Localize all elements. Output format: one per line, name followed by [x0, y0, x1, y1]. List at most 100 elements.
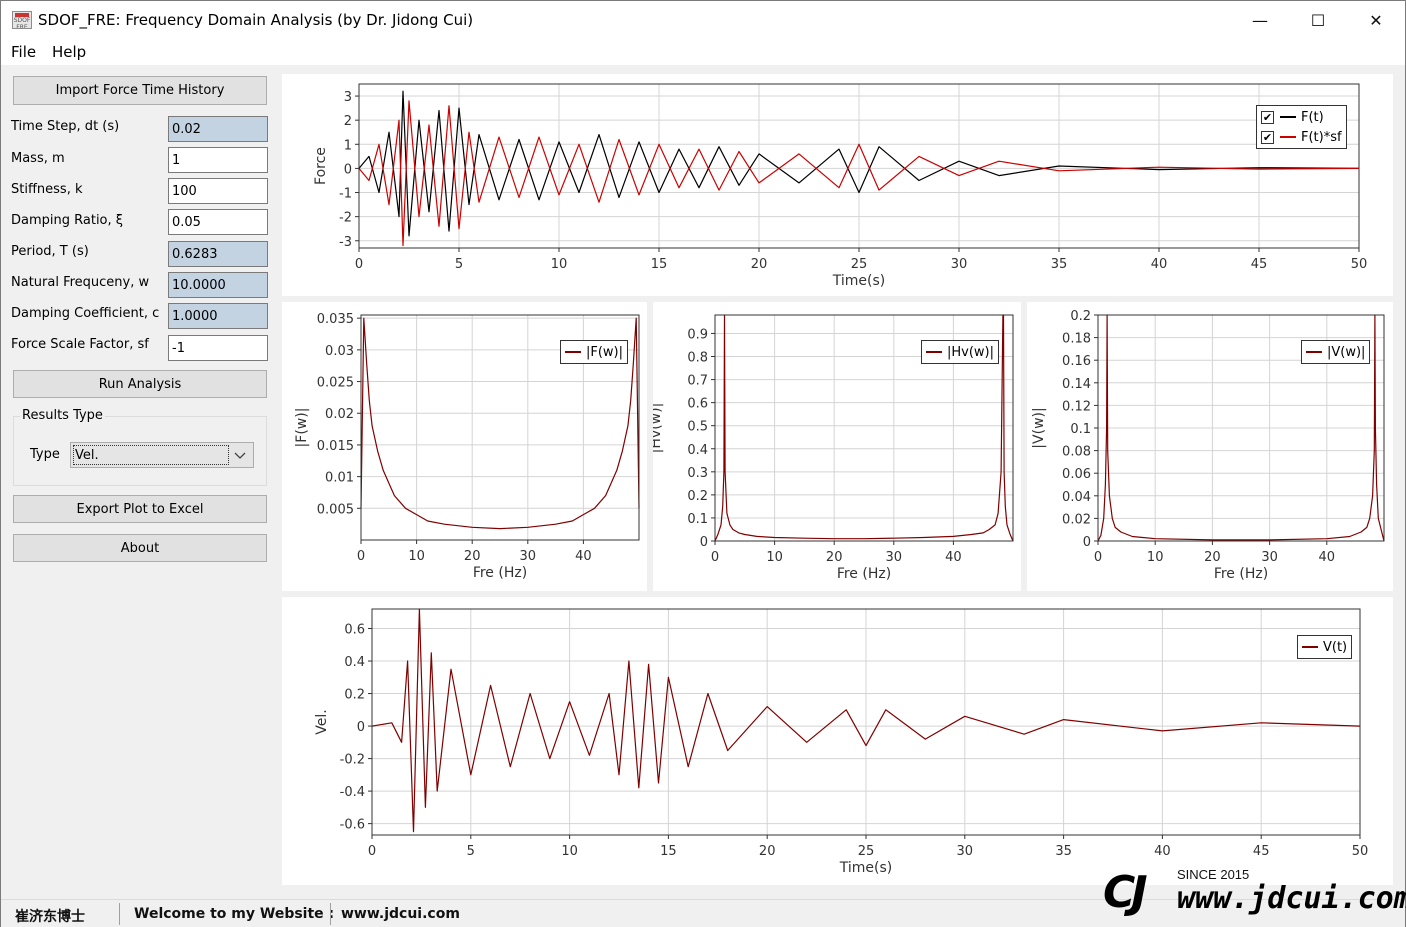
x-axis-title: Fre (Hz) [473, 565, 527, 581]
close-button[interactable]: ✕ [1369, 10, 1383, 30]
y-tick-label: 2 [344, 114, 352, 129]
import-force-button[interactable]: Import Force Time History [13, 76, 267, 105]
x-tick-label: 15 [660, 844, 677, 859]
y-tick-label: 0.4 [687, 443, 708, 458]
checkbox-icon[interactable]: ✔ [1261, 110, 1274, 124]
window-title: SDOF_FRE: Frequency Domain Analysis (by … [38, 11, 474, 29]
legend-swatch [1280, 116, 1296, 118]
mass-input[interactable] [168, 147, 268, 173]
checkbox-icon[interactable]: ✔ [1261, 130, 1274, 144]
vw-chart: 0 10 20 30 40 0 0.02 0.04 0.06 0.08 0.1 0.12 0.14 0.1… [1031, 309, 1385, 582]
legend-swatch [1280, 136, 1296, 138]
type-select[interactable]: Vel. [70, 442, 254, 468]
legend-item-ft[interactable]: ✔ F(t) [1261, 107, 1342, 127]
x-tick-label: 10 [766, 550, 783, 565]
x-axis-title: Time(s) [832, 273, 885, 289]
x-tick-label: 35 [1055, 844, 1072, 859]
damping-coefficient-input[interactable] [168, 303, 268, 329]
legend-swatch [926, 351, 942, 353]
plot-frame [714, 314, 1014, 542]
x-tick-label: 0 [711, 550, 719, 565]
x-tick-label: 40 [945, 550, 962, 565]
natural-frequency-label: Natural Frequceny, w [11, 275, 150, 290]
y-tick-label: 0.005 [317, 502, 354, 517]
x-tick-label: 40 [1154, 844, 1171, 859]
force-chart-panel: 0 5 10 15 20 25 30 35 40 45 50 -3 -2 -1 0 1 2 3 Time(s) For… [282, 74, 1393, 296]
legend-label-hvw: |Hv(w)| [947, 344, 995, 360]
y-tick-label: 0.12 [1062, 399, 1091, 414]
vel-chart-panel: 0 5 10 15 20 25 30 35 40 45 50 -0.6 -0.4 -0.2 0 0.2 0.4 0… [282, 597, 1393, 885]
minimize-button[interactable]: — [1252, 10, 1268, 30]
status-url[interactable]: www.jdcui.com [341, 906, 460, 922]
y-tick-label: 0.9 [687, 327, 708, 342]
series-line-vw-0 [1097, 314, 1385, 542]
title-bar: SDOF FRE SDOF_FRE: Frequency Domain Anal… [1, 1, 1405, 39]
legend-label-ft: F(t) [1301, 109, 1324, 125]
y-tick-label: 0 [700, 535, 708, 550]
export-excel-button[interactable]: Export Plot to Excel [13, 495, 267, 523]
stiffness-label: Stiffness, k [11, 182, 83, 197]
y-tick-label: 0.015 [317, 439, 354, 454]
x-tick-label: 0 [357, 549, 365, 564]
x-axis-title: Fre (Hz) [837, 566, 891, 582]
legend-swatch [565, 351, 581, 353]
y-tick-label: 1 [344, 138, 352, 153]
status-author-name: 崔济东博士 [15, 909, 85, 925]
x-tick-label: 30 [951, 257, 968, 272]
y-tick-label: 0.18 [1062, 332, 1091, 347]
x-tick-label: 0 [368, 844, 376, 859]
damping-ratio-input[interactable] [168, 209, 268, 235]
status-separator [119, 903, 120, 925]
hvw-chart-panel: 0 10 20 30 40 0 0.1 0.2 0.3 0.4 0.5 0.6 0.7 0.8 0.9 Fre… [653, 302, 1021, 591]
menu-help[interactable]: Help [52, 43, 87, 61]
x-tick-label: 40 [1319, 550, 1336, 565]
jdcui-logo: CJ SINCE 2015 www.jdcui.com [1103, 863, 1406, 918]
menu-file[interactable]: File [11, 43, 37, 61]
y-tick-label: 0.025 [317, 376, 354, 391]
y-axis-title: |F(w)| [294, 408, 310, 448]
y-tick-label: 0.03 [325, 344, 354, 359]
y-tick-label: -0.2 [340, 753, 365, 768]
legend-item-ftsf[interactable]: ✔ F(t)*sf [1261, 127, 1342, 147]
x-tick-label: 30 [886, 550, 903, 565]
period-input[interactable] [168, 241, 268, 267]
y-tick-label: 0.2 [687, 489, 708, 504]
damping-coefficient-label: Damping Coefficient, c [11, 306, 160, 321]
x-tick-label: 0 [1094, 550, 1102, 565]
y-tick-label: 0.08 [1062, 445, 1091, 460]
force-scale-label: Force Scale Factor, sf [11, 337, 149, 352]
x-tick-label: 25 [851, 257, 868, 272]
status-bar: 崔济东博士 Welcome to my Website : www.jdcui.… [1, 899, 1405, 927]
type-select-value: Vel. [73, 445, 229, 465]
y-tick-label: -0.4 [340, 785, 365, 800]
x-axis-title: Fre (Hz) [1214, 566, 1268, 582]
y-tick-label: 0.5 [687, 420, 708, 435]
y-tick-label: 0.6 [344, 623, 365, 638]
maximize-button[interactable]: ☐ [1310, 10, 1326, 30]
x-axis-title: Time(s) [839, 860, 892, 876]
x-tick-label: 30 [520, 549, 537, 564]
x-tick-label: 20 [826, 550, 843, 565]
natural-frequency-input[interactable] [168, 272, 268, 298]
y-axis-title: |V(w)| [1031, 407, 1047, 448]
x-tick-label: 45 [1251, 257, 1268, 272]
force-chart: 0 5 10 15 20 25 30 35 40 45 50 -3 -2 -1 0 1 2 3 Time(s) For… [313, 83, 1367, 289]
run-analysis-button[interactable]: Run Analysis [13, 370, 267, 398]
force-scale-input[interactable] [168, 335, 268, 361]
logo-url: www.jdcui.com [1177, 881, 1406, 916]
vw-legend: |V(w)| [1301, 340, 1371, 364]
series-line-force-0 [358, 90, 1360, 237]
y-tick-label: 0.7 [687, 374, 708, 389]
legend-label-vel: V(t) [1323, 639, 1348, 655]
logo-since: SINCE 2015 [1177, 867, 1250, 882]
stiffness-input[interactable] [168, 178, 268, 204]
y-axis-title: |Hv(w)| [653, 403, 664, 454]
time-step-input[interactable] [168, 116, 268, 142]
force-legend: ✔ F(t) ✔ F(t)*sf [1256, 105, 1347, 149]
x-tick-label: 0 [355, 257, 363, 272]
y-tick-label: 0.06 [1062, 467, 1091, 482]
about-button[interactable]: About [13, 534, 267, 562]
results-type-group: Results Type Type Vel. [13, 408, 267, 486]
y-tick-label: 0.14 [1062, 377, 1091, 392]
x-tick-label: 5 [467, 844, 475, 859]
